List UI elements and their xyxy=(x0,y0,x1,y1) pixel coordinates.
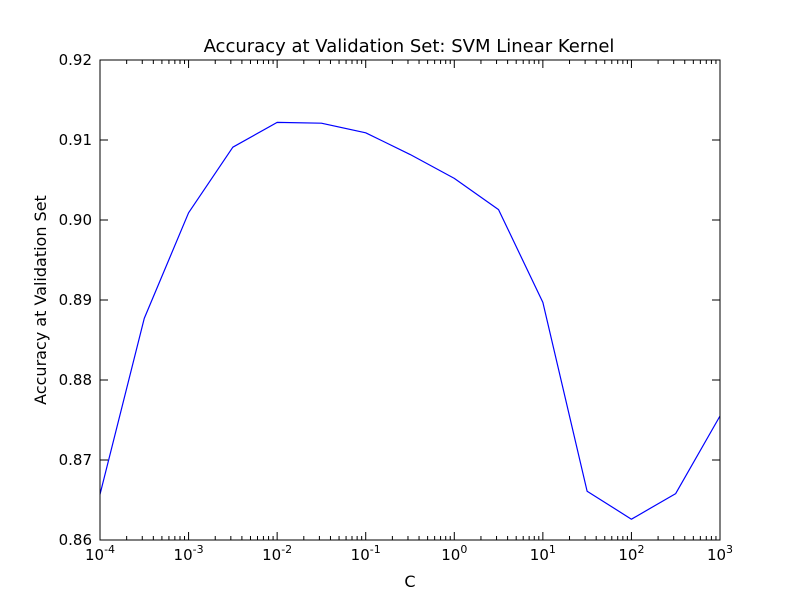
x-tick-label: 10-4 xyxy=(85,543,115,564)
x-tick-label-base: 10 xyxy=(707,546,726,564)
x-tick-label-base: 10 xyxy=(174,546,193,564)
series-line xyxy=(99,121,721,520)
y-tick-label: 0.90 xyxy=(59,211,92,229)
x-tick-label-base: 10 xyxy=(441,546,460,564)
x-tick-label-base: 10 xyxy=(351,546,370,564)
x-tick-label-exponent: 2 xyxy=(637,543,644,556)
y-tick-label: 0.92 xyxy=(59,51,92,69)
x-tick-label-exponent: -4 xyxy=(104,543,115,556)
x-tick-label: 10-3 xyxy=(174,543,204,564)
x-tick-label-base: 10 xyxy=(618,546,637,564)
x-tick-label-exponent: -3 xyxy=(193,543,204,556)
y-tick-label: 0.88 xyxy=(59,371,92,389)
x-tick-label: 10-1 xyxy=(351,543,381,564)
ticks-layer: 10-4 10-3 10-2 10-1 100 101 102 1030.860.870.88… xyxy=(59,51,733,564)
y-tick-label: 0.89 xyxy=(59,291,92,309)
x-tick-label-exponent: -1 xyxy=(370,543,381,556)
chart-title: Accuracy at Validation Set: SVM Linear K… xyxy=(204,36,615,57)
x-tick-label: 101 xyxy=(530,543,556,564)
y-axis-title: Accuracy at Validation Set xyxy=(31,195,50,405)
x-tick-label-base: 10 xyxy=(85,546,104,564)
x-axis-title: C xyxy=(404,572,415,591)
y-tick-label: 0.86 xyxy=(59,531,92,549)
x-tick-label-base: 10 xyxy=(530,546,549,564)
x-tick-label: 100 xyxy=(441,543,467,564)
x-tick-label-exponent: 1 xyxy=(549,543,556,556)
plot-frame xyxy=(99,59,721,541)
x-tick-label-exponent: 0 xyxy=(460,543,467,556)
series-layer xyxy=(99,121,721,520)
x-tick-label: 102 xyxy=(618,543,644,564)
x-tick-label-base: 10 xyxy=(262,546,281,564)
x-tick-label-exponent: -2 xyxy=(281,543,292,556)
y-tick-label: 0.91 xyxy=(59,131,92,149)
x-tick-label: 103 xyxy=(707,543,733,564)
x-tick-label: 10-2 xyxy=(262,543,292,564)
x-tick-label-exponent: 3 xyxy=(726,543,733,556)
y-tick-label: 0.87 xyxy=(59,451,92,469)
